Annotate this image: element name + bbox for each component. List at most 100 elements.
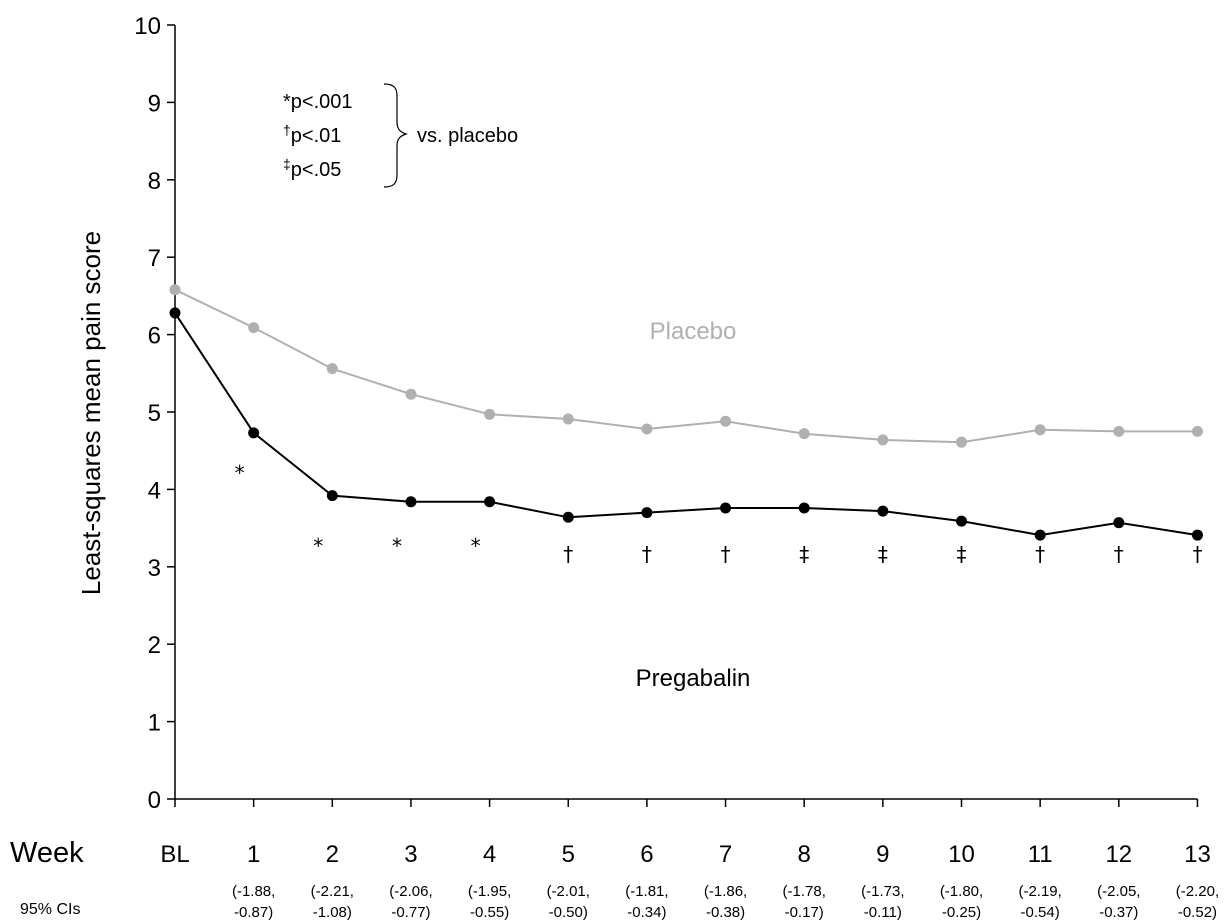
y-tick-label: 3 — [148, 555, 161, 582]
y-tick-label: 7 — [148, 245, 161, 272]
y-tick-label: 8 — [148, 168, 161, 195]
legend-threshold: p<.01 — [291, 125, 342, 147]
point-placebo — [1191, 425, 1203, 437]
significance-marker: ‡ — [957, 542, 967, 566]
point-pregabalin — [877, 505, 889, 517]
point-placebo — [169, 284, 181, 296]
ci-lower: (-1.88, — [232, 883, 275, 900]
x-tick-label: 9 — [876, 841, 889, 868]
x-tick-label: 4 — [483, 841, 496, 868]
ci-lower: (-2.05, — [1097, 883, 1140, 900]
ci-lower: (-1.73, — [861, 883, 904, 900]
significance-marker: † — [1114, 542, 1124, 566]
ci-lower: (-1.95, — [468, 883, 511, 900]
y-tick-label: 4 — [148, 477, 161, 504]
significance-marker: † — [1035, 542, 1045, 566]
ci-upper: -0.25) — [942, 904, 981, 921]
point-placebo — [248, 322, 260, 334]
series-points — [169, 284, 1203, 541]
significance-marker: † — [721, 542, 731, 566]
point-pregabalin — [1113, 517, 1125, 529]
point-placebo — [562, 413, 574, 425]
x-axis-ticks: BL 1 2 3 4 5 6 7 8 9 10 11 12 13 — [160, 799, 1211, 868]
legend-brace — [383, 83, 408, 188]
point-pregabalin — [1191, 529, 1203, 541]
significance-marker: * — [313, 534, 323, 558]
point-placebo — [326, 363, 338, 375]
x-tick-label: 10 — [948, 841, 975, 868]
point-placebo — [1113, 425, 1125, 437]
point-pregabalin — [641, 507, 653, 519]
x-tick-label: 1 — [247, 841, 260, 868]
series-label-placebo: Placebo — [650, 318, 737, 345]
point-pregabalin — [248, 427, 260, 439]
ci-lower: (-1.78, — [783, 883, 826, 900]
legend-row-2: †p<.01 — [283, 122, 341, 147]
ci-upper: -0.34) — [627, 904, 666, 921]
line-pregabalin — [174, 312, 1198, 537]
point-placebo — [1034, 424, 1046, 436]
significance-marker: † — [563, 542, 573, 566]
x-tick-label: 6 — [640, 841, 653, 868]
y-axis-ticks: 0 1 2 3 4 5 6 7 8 9 10 — [134, 13, 175, 814]
significance-marker: † — [642, 542, 652, 566]
ci-upper: -0.38) — [706, 904, 745, 921]
point-placebo — [484, 408, 496, 420]
y-tick-label: 1 — [148, 710, 161, 737]
series-label-pregabalin: Pregabalin — [636, 665, 751, 692]
y-axis-title: Least-squares mean pain score — [76, 231, 106, 595]
ci-lower: (-2.01, — [547, 883, 590, 900]
legend-threshold: p<.05 — [291, 159, 342, 181]
y-tick-label: 2 — [148, 632, 161, 659]
ci-upper: -0.54) — [1021, 904, 1060, 921]
x-tick-label: 11 — [1028, 841, 1053, 868]
x-tick-label: 13 — [1184, 841, 1211, 868]
significance-marker: † — [1192, 542, 1202, 566]
point-pregabalin — [798, 502, 810, 514]
x-tick-label: 3 — [404, 841, 417, 868]
line-placebo — [174, 288, 1198, 444]
ci-upper: -0.55) — [470, 904, 509, 921]
legend-row-1: *p<.001 — [283, 91, 353, 113]
ci-upper: -0.87) — [234, 904, 273, 921]
significance-marker: ‡ — [799, 542, 809, 566]
significance-marker: * — [392, 534, 402, 558]
point-placebo — [641, 423, 653, 435]
significance-markers: * * * * † † † ‡ ‡ ‡ † † † — [235, 461, 1203, 566]
point-placebo — [405, 388, 417, 400]
y-tick-label: 9 — [148, 90, 161, 117]
y-tick-label: 5 — [148, 400, 161, 427]
confidence-interval-labels: (-1.88, -0.87) (-2.21, -1.08) (-2.06, -0.77) (… — [232, 883, 1219, 921]
ci-upper: -0.11) — [864, 904, 902, 921]
x-axis-title: Week — [10, 837, 84, 869]
point-pregabalin — [562, 511, 574, 523]
point-pregabalin — [956, 515, 967, 527]
significance-marker: * — [471, 534, 481, 558]
ci-upper: -0.77) — [391, 904, 430, 921]
ci-lower: (-1.86, — [704, 883, 747, 900]
point-placebo — [956, 436, 967, 448]
y-tick-label: 0 — [148, 787, 161, 814]
point-pregabalin — [484, 496, 496, 508]
point-pregabalin — [326, 490, 338, 502]
legend-row-3: ‡p<.05 — [283, 156, 341, 181]
x-tick-label: 8 — [798, 841, 811, 868]
legend-symbol: † — [283, 122, 291, 138]
x-tick-label: 7 — [719, 841, 732, 868]
ci-lower: (-2.06, — [389, 883, 432, 900]
legend-symbol: ‡ — [283, 156, 291, 172]
series-lines — [174, 288, 1198, 537]
legend-comparison: vs. placebo — [417, 125, 518, 147]
ci-upper: -0.37) — [1099, 904, 1138, 921]
ci-lower: (-2.19, — [1018, 883, 1061, 900]
point-pregabalin — [169, 307, 181, 319]
significance-marker: ‡ — [878, 542, 888, 566]
point-pregabalin — [1034, 529, 1046, 541]
point-placebo — [720, 415, 732, 427]
ci-upper: -0.17) — [785, 904, 824, 921]
x-tick-label: 2 — [326, 841, 339, 868]
ci-lower: (-2.21, — [311, 883, 354, 900]
ci-row-label: 95% CIs — [20, 901, 80, 918]
ci-lower: (-2.20, — [1176, 883, 1219, 900]
point-placebo — [877, 434, 889, 446]
